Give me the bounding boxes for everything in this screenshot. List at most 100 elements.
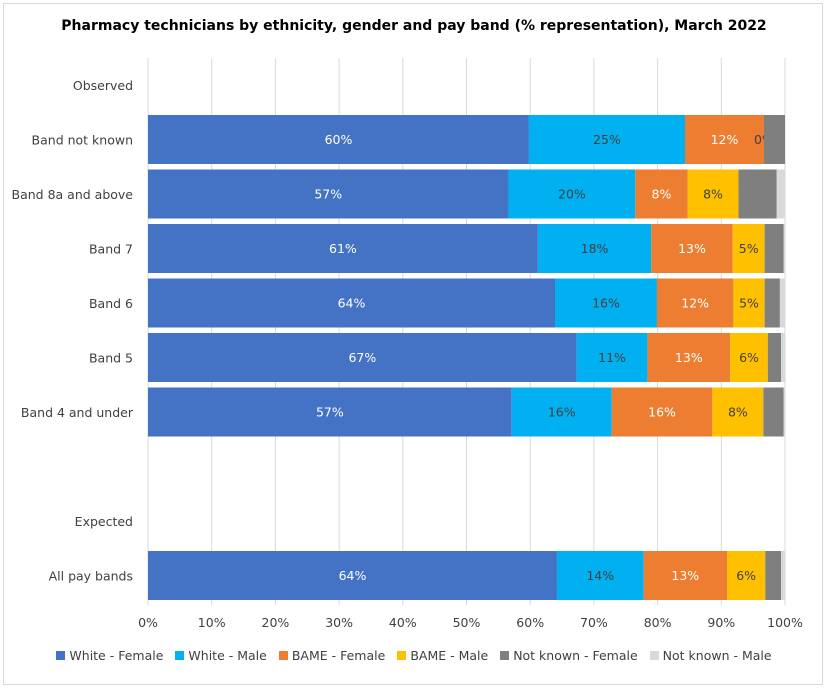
data-label: 8% <box>703 187 723 202</box>
bar-segment <box>765 551 782 600</box>
bar-segment <box>738 169 777 219</box>
bar-segment <box>528 115 685 164</box>
data-label: 57% <box>316 405 344 420</box>
data-label: 16% <box>548 405 576 420</box>
bar-segment <box>781 551 785 600</box>
bar-segment <box>730 333 768 382</box>
legend-item: Not known - Female <box>500 648 638 663</box>
legend-item: White - Male <box>175 648 267 663</box>
data-label: 6% <box>739 350 759 365</box>
bar-segment <box>779 278 785 328</box>
bar-segment <box>635 169 688 219</box>
data-label: 60% <box>325 132 353 147</box>
data-label: 8% <box>728 405 748 420</box>
legend-item: White - Female <box>56 648 163 663</box>
bar-segment <box>684 115 764 164</box>
data-label: 61% <box>329 241 357 256</box>
bar-segment <box>148 224 538 273</box>
x-tick-label: 40% <box>389 615 417 630</box>
bar-segment <box>148 387 512 437</box>
legend-swatch <box>175 651 185 660</box>
bar-segment <box>643 551 728 600</box>
bar-segment <box>764 224 784 273</box>
category-label: Band 6 <box>89 296 133 311</box>
legend-swatch <box>397 651 407 660</box>
legend-swatch <box>278 651 288 660</box>
bar-segment <box>508 169 636 219</box>
legend-swatch <box>500 651 510 660</box>
category-label: Band 5 <box>89 351 133 366</box>
bar-segment <box>781 333 785 382</box>
bar-segment <box>148 115 529 164</box>
data-label: 13% <box>678 241 706 256</box>
data-label: 64% <box>339 568 367 583</box>
bar-segment <box>733 278 765 328</box>
data-label: 12% <box>711 132 739 147</box>
data-label: 16% <box>592 296 620 311</box>
bar-segment <box>763 387 784 437</box>
bar-segment <box>511 387 612 437</box>
legend-swatch <box>649 651 659 660</box>
bar-segment <box>732 224 765 273</box>
bar-segment <box>576 333 648 382</box>
bar-segment <box>764 278 780 328</box>
bar-segment <box>651 224 733 273</box>
data-label: 25% <box>593 132 621 147</box>
data-label: 67% <box>348 350 376 365</box>
data-label: 11% <box>598 350 626 365</box>
legend-label: Not known - Male <box>662 648 772 663</box>
chart-plot: 0% 10% 20% 30% 40% 50% 60% 70% 80% 90% 100% Observe… <box>12 58 803 630</box>
x-tick-label: 60% <box>516 615 544 630</box>
bar-segment <box>148 551 557 600</box>
bar-segment <box>611 387 713 437</box>
bar-segment <box>555 278 657 328</box>
legend-label: White - Female <box>69 648 164 663</box>
x-tick-label: 50% <box>453 615 481 630</box>
category-label: All pay bands <box>49 569 133 584</box>
data-label: 8% <box>652 187 672 202</box>
x-tick-label: 80% <box>644 615 672 630</box>
x-tick-label: 70% <box>580 615 608 630</box>
legend-label: White - Male <box>188 648 267 663</box>
data-label: 57% <box>314 187 342 202</box>
data-label: 13% <box>671 568 699 583</box>
bar-segment <box>537 224 652 273</box>
bar-segment <box>767 333 782 382</box>
group-label: Observed <box>73 78 133 93</box>
bar-segment <box>656 278 734 328</box>
x-tick-label: 100% <box>767 615 803 630</box>
data-label: 16% <box>648 405 676 420</box>
legend-item: Not known - Male <box>649 648 772 663</box>
category-label: Band 8a and above <box>12 187 134 202</box>
bar-segment <box>687 169 739 219</box>
data-label: 5% <box>739 296 759 311</box>
legend-item: BAME - Female <box>278 648 385 663</box>
category-label: Band 4 and under <box>21 405 134 420</box>
bar-segment <box>647 333 731 382</box>
group-label: Expected <box>75 514 133 529</box>
bar-segment <box>148 333 577 382</box>
bar-segment <box>148 278 556 328</box>
legend-swatch <box>56 651 66 660</box>
category-label: Band not known <box>32 133 133 148</box>
chart-title: Pharmacy technicians by ethnicity, gende… <box>61 18 767 34</box>
data-label: 18% <box>581 241 609 256</box>
bar-segment <box>727 551 766 600</box>
bar-segment <box>763 115 785 164</box>
legend-item: BAME - Male <box>397 648 488 663</box>
category-label: Band 7 <box>89 242 133 257</box>
data-label: 5% <box>739 241 759 256</box>
x-tick-label: 0% <box>138 615 158 630</box>
data-label: 13% <box>675 350 703 365</box>
legend-label: BAME - Male <box>410 648 489 663</box>
x-tick-label: 20% <box>262 615 290 630</box>
bar-segment <box>556 551 644 600</box>
data-label: 12% <box>681 296 709 311</box>
data-label: 20% <box>558 187 586 202</box>
legend-label: Not known - Female <box>513 648 638 663</box>
data-label: 14% <box>586 568 614 583</box>
x-tick-label: 30% <box>325 615 353 630</box>
x-tick-label: 90% <box>707 615 735 630</box>
bar-segment <box>712 387 764 437</box>
legend: White - Female White - Male BAME - Female B… <box>0 648 828 663</box>
